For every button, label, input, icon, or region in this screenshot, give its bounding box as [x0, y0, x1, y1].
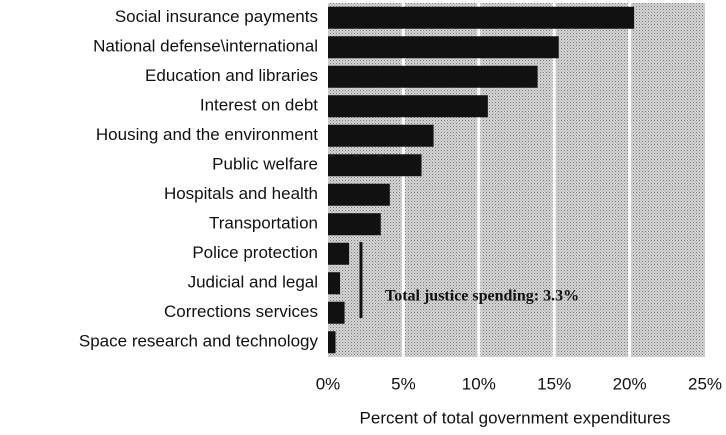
y-tick-label: Transportation: [209, 214, 318, 233]
bar: [328, 331, 336, 354]
x-tick-label: 0%: [316, 374, 341, 393]
plot-background: [328, 3, 705, 357]
grid: [401, 3, 632, 357]
y-tick-label: Space research and technology: [79, 332, 319, 351]
y-tick-label: Education and libraries: [145, 66, 318, 85]
bar: [328, 301, 345, 324]
x-tick-label: 20%: [613, 374, 647, 393]
bar: [328, 154, 422, 177]
y-tick-label: Hospitals and health: [164, 184, 318, 203]
y-tick-label: National defense\international: [93, 37, 318, 56]
bar: [328, 183, 390, 206]
x-tick-label: 15%: [537, 374, 571, 393]
bar: [328, 124, 434, 147]
y-tick-label: Corrections services: [164, 302, 318, 321]
bars: [328, 6, 635, 354]
y-tick-label: Police protection: [192, 243, 318, 262]
y-tick-label: Interest on debt: [200, 96, 318, 115]
bar: [328, 65, 538, 88]
x-axis-label: Percent of total government expenditures: [360, 408, 671, 427]
x-tick-label: 5%: [391, 374, 416, 393]
bar: [328, 6, 635, 29]
bar: [328, 213, 381, 236]
annotation: Total justice spending: 3.3%: [385, 288, 579, 305]
x-tick-label: 10%: [462, 374, 496, 393]
x-tick-label: 25%: [688, 374, 722, 393]
y-tick-label: Judicial and legal: [188, 273, 318, 292]
y-tick-label: Social insurance payments: [115, 7, 318, 26]
bar: [328, 242, 350, 265]
bar: [328, 95, 488, 118]
y-tick-label: Housing and the environment: [96, 125, 318, 144]
bar: [328, 36, 559, 59]
bar: [328, 272, 341, 295]
y-tick-label: Public welfare: [212, 155, 318, 174]
